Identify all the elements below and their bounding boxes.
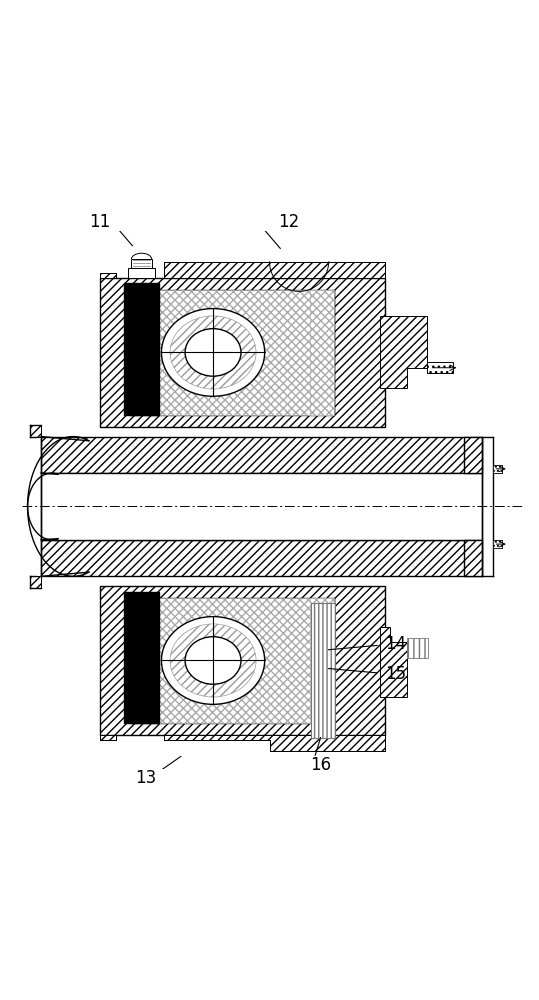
Polygon shape [100, 735, 116, 740]
Text: 15: 15 [385, 665, 406, 683]
Polygon shape [130, 598, 334, 723]
Ellipse shape [162, 617, 265, 704]
Text: 12: 12 [278, 213, 299, 231]
Polygon shape [493, 540, 502, 548]
Polygon shape [164, 262, 385, 278]
Polygon shape [464, 540, 482, 576]
Polygon shape [130, 290, 334, 415]
Polygon shape [125, 283, 159, 415]
Polygon shape [493, 465, 502, 473]
Polygon shape [312, 603, 335, 738]
Polygon shape [100, 273, 116, 278]
Polygon shape [100, 586, 385, 735]
Ellipse shape [185, 637, 241, 684]
Polygon shape [164, 735, 385, 751]
Polygon shape [41, 437, 482, 473]
Text: 14: 14 [385, 635, 406, 653]
Polygon shape [130, 598, 334, 723]
Polygon shape [30, 576, 41, 588]
Polygon shape [130, 290, 334, 415]
Polygon shape [427, 362, 453, 373]
Ellipse shape [162, 309, 265, 396]
Polygon shape [128, 268, 155, 278]
Polygon shape [310, 290, 334, 415]
Ellipse shape [185, 329, 241, 376]
Polygon shape [41, 473, 482, 540]
Polygon shape [310, 598, 334, 723]
Polygon shape [464, 437, 482, 473]
Text: 16: 16 [310, 756, 331, 774]
Text: 13: 13 [135, 769, 156, 787]
Polygon shape [125, 592, 159, 723]
Polygon shape [379, 316, 427, 388]
Polygon shape [100, 278, 385, 427]
Polygon shape [30, 425, 41, 437]
Text: 11: 11 [89, 213, 111, 231]
Polygon shape [406, 638, 428, 658]
Polygon shape [41, 540, 482, 576]
Polygon shape [132, 259, 151, 268]
Polygon shape [379, 627, 406, 697]
